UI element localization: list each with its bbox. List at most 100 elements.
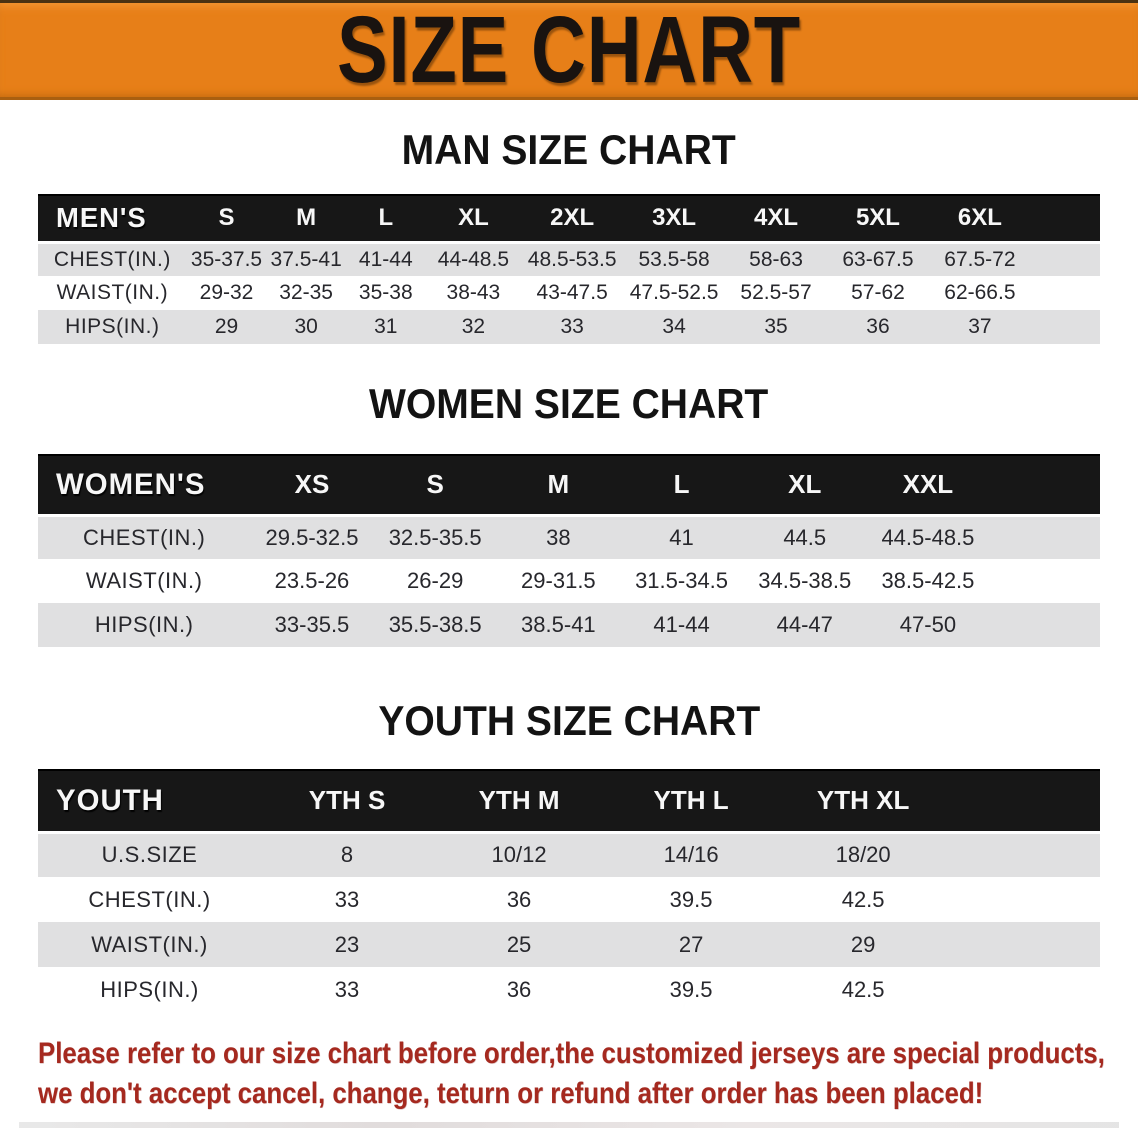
cell: 36 [433,877,606,922]
disclaimer-note: Please refer to our size chart before or… [38,1034,1138,1114]
table-row: HIPS(IN.) 33 36 39.5 42.5 [38,967,1100,1012]
table-row: CHEST(IN.) 33 36 39.5 42.5 [38,877,1100,922]
cell-filler [1030,310,1100,344]
cell: 38 [496,515,620,559]
cell-filler [989,559,1100,603]
cell: 8 [261,832,434,877]
cell-filler [949,967,1100,1012]
youth-hips-label: HIPS(IN.) [38,967,262,1012]
table-row: CHEST(IN.) 35-37.5 37.5-41 41-44 44-48.5… [38,242,1100,276]
disclaimer-line-2: we don't accept cancel, change, teturn o… [38,1077,984,1110]
mens-size-table: MEN'S S M L XL 2XL 3XL 4XL 5XL 6XL CHEST… [38,194,1100,344]
cell: 34 [623,310,726,344]
womens-header-row: WOMEN'S XS S M L XL XXL [38,454,1100,517]
cell: 26-29 [373,559,497,603]
women-section-title-text: WOMEN SIZE CHART [369,380,769,427]
cell: 25 [433,922,606,967]
youth-size-table: YOUTH YTH S YTH M YTH L YTH XL U.S.SIZE … [38,769,1100,1012]
mens-col-l: L [345,194,426,244]
mens-hips-label: HIPS(IN.) [38,310,187,344]
womens-col-filler [989,454,1100,517]
cell: 62-66.5 [928,276,1031,310]
cell: 42.5 [777,967,950,1012]
mens-col-6xl: 6XL [928,194,1031,244]
cell: 41-44 [345,242,426,276]
cell: 44-47 [743,603,867,647]
man-section-title: MAN SIZE CHART [0,126,1138,174]
womens-col-m: M [496,454,620,517]
cell-filler [1030,276,1100,310]
cell: 35-38 [345,276,426,310]
youth-header-label: YOUTH [38,769,262,834]
youth-col-filler [949,769,1100,834]
youth-section-title-text: YOUTH SIZE CHART [378,697,760,744]
cell: 36 [433,967,606,1012]
cell: 48.5-53.5 [521,242,624,276]
man-section-title-text: MAN SIZE CHART [401,126,737,173]
cell: 29 [777,922,950,967]
cell: 57-62 [827,276,929,310]
cell-filler [1030,242,1100,276]
youth-chest-label: CHEST(IN.) [38,877,262,922]
youth-ussize-label: U.S.SIZE [38,832,262,877]
cell: 31 [345,310,426,344]
cell: 35-37.5 [186,242,267,276]
cell: 37.5-41 [266,242,346,276]
cell: 29-32 [186,276,267,310]
mens-chest-label: CHEST(IN.) [38,242,187,276]
womens-col-l: L [619,454,744,517]
cell: 18/20 [777,832,950,877]
youth-section-title: YOUTH SIZE CHART [0,697,1138,745]
mens-col-xl: XL [425,194,522,244]
table-row: HIPS(IN.) 29 30 31 32 33 34 35 36 37 [38,310,1100,344]
cell: 67.5-72 [928,242,1031,276]
cell: 32-35 [266,276,346,310]
cell: 33 [261,877,434,922]
cell-filler [989,515,1100,559]
cell: 29-31.5 [496,559,620,603]
womens-chest-label: CHEST(IN.) [38,515,251,559]
mens-col-s: S [186,194,267,244]
womens-header-label: WOMEN'S [38,454,251,517]
disclaimer-line-1: Please refer to our size chart before or… [38,1037,1105,1070]
cell: 23.5-26 [250,559,374,603]
mens-col-3xl: 3XL [623,194,726,244]
cell-filler [989,603,1100,647]
table-row: HIPS(IN.) 33-35.5 35.5-38.5 38.5-41 41-4… [38,603,1100,647]
mens-col-2xl: 2XL [521,194,624,244]
cell: 38.5-42.5 [866,559,990,603]
cell: 29.5-32.5 [250,515,374,559]
youth-header-row: YOUTH YTH S YTH M YTH L YTH XL [38,769,1100,834]
cell: 33 [521,310,624,344]
page-title: SIZE CHART [337,0,801,103]
cell: 41-44 [619,603,744,647]
cell-filler [949,922,1100,967]
cell: 42.5 [777,877,950,922]
mens-waist-label: WAIST(IN.) [38,276,187,310]
cell: 38-43 [425,276,522,310]
cell-filler [949,832,1100,877]
cell: 35 [725,310,827,344]
cell: 14/16 [605,832,778,877]
mens-col-filler [1030,194,1100,244]
cell: 37 [928,310,1031,344]
mens-header-row: MEN'S S M L XL 2XL 3XL 4XL 5XL 6XL [38,194,1100,244]
cell: 34.5-38.5 [743,559,867,603]
cell: 44.5 [743,515,867,559]
women-section-title: WOMEN SIZE CHART [0,380,1138,428]
cell: 10/12 [433,832,606,877]
cell: 63-67.5 [827,242,929,276]
womens-col-xxl: XXL [866,454,990,517]
table-row: WAIST(IN.) 23.5-26 26-29 29-31.5 31.5-34… [38,559,1100,603]
cell: 32.5-35.5 [373,515,497,559]
table-row: CHEST(IN.) 29.5-32.5 32.5-35.5 38 41 44.… [38,515,1100,559]
banner: SIZE CHART [0,0,1138,100]
cell: 38.5-41 [496,603,620,647]
cell: 43-47.5 [521,276,624,310]
youth-col-m: YTH M [433,769,606,834]
cell: 33 [261,967,434,1012]
cell: 39.5 [605,967,778,1012]
cell: 27 [605,922,778,967]
table-row: U.S.SIZE 8 10/12 14/16 18/20 [38,832,1100,877]
